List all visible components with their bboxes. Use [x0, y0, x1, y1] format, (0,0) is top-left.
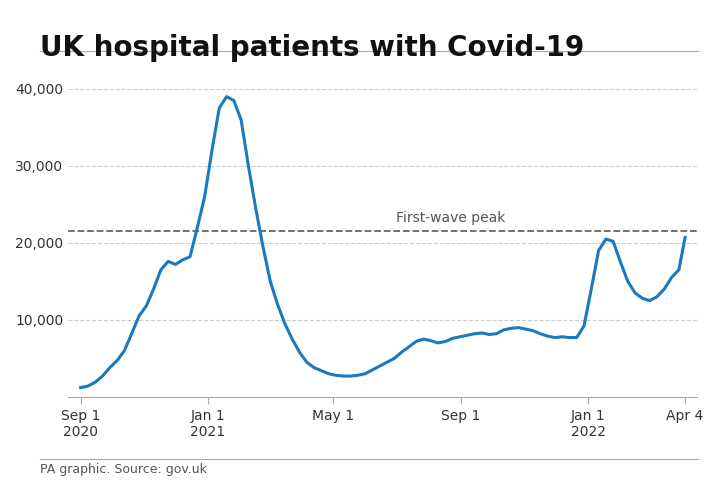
Text: PA graphic. Source: gov.uk: PA graphic. Source: gov.uk — [40, 463, 207, 476]
Text: First-wave peak: First-wave peak — [397, 211, 505, 225]
Text: UK hospital patients with Covid-19: UK hospital patients with Covid-19 — [40, 34, 584, 62]
